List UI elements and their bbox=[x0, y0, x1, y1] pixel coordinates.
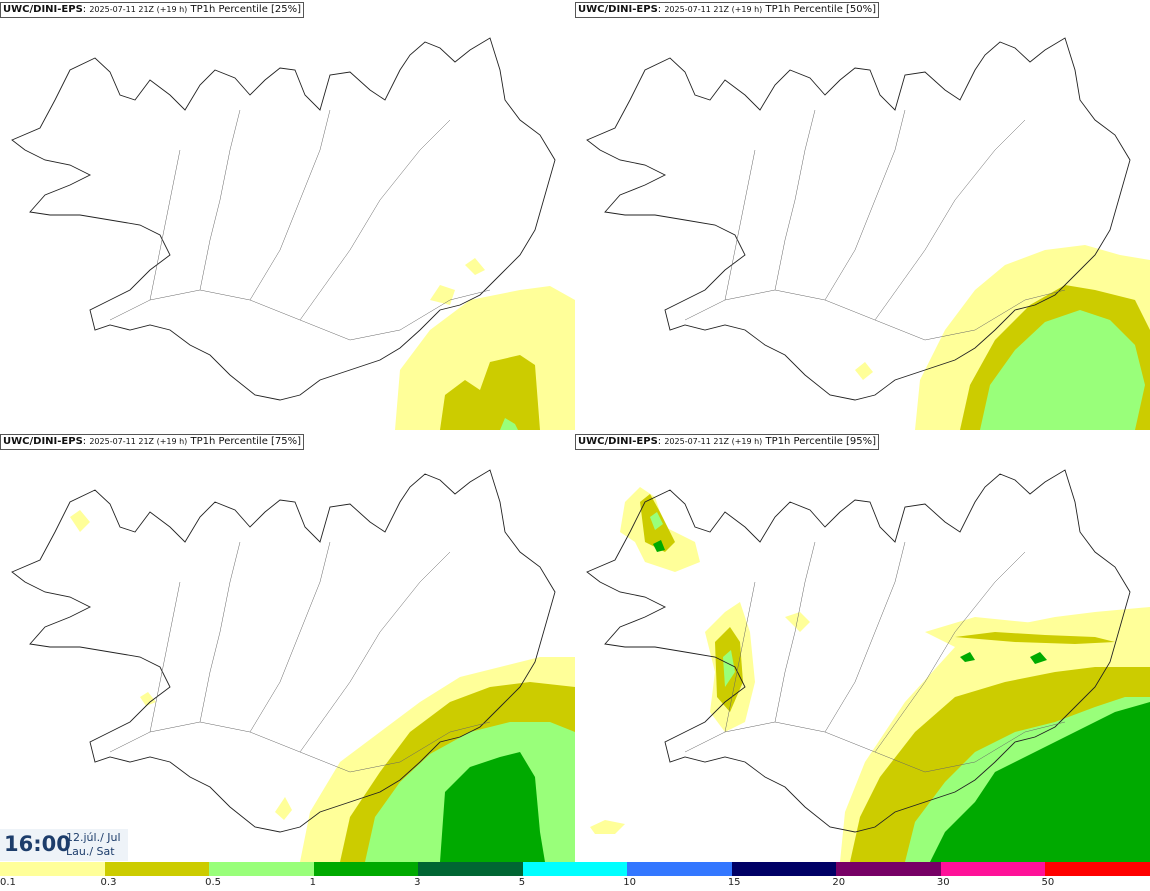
precip-area bbox=[930, 702, 1150, 862]
panel-title: UWC/DINI-EPS: 2025-07-11 21Z (+19 h) TP1… bbox=[575, 2, 880, 18]
legend-tick-label: 50 bbox=[1041, 877, 1055, 888]
legend-color-bin bbox=[627, 862, 733, 876]
legend-color-bin bbox=[104, 862, 211, 876]
legend-tick-label: 10 bbox=[623, 877, 636, 888]
legend-color-bin bbox=[731, 862, 838, 876]
map-panel-p95: UWC/DINI-EPS: 2025-07-11 21Z (+19 h) TP1… bbox=[575, 432, 1150, 862]
map-panel-p25: UWC/DINI-EPS: 2025-07-11 21Z (+19 h) TP1… bbox=[0, 0, 575, 430]
legend-color-bin bbox=[836, 862, 942, 876]
precip-area bbox=[653, 540, 665, 552]
road bbox=[774, 541, 816, 723]
road bbox=[874, 119, 1026, 321]
map-panel-p50: UWC/DINI-EPS: 2025-07-11 21Z (+19 h) TP1… bbox=[575, 0, 1150, 430]
precip-area bbox=[980, 310, 1145, 430]
road bbox=[199, 541, 241, 723]
precip-area bbox=[590, 820, 625, 834]
road bbox=[249, 109, 331, 301]
precip-area bbox=[430, 285, 455, 305]
legend-color-bin bbox=[0, 862, 106, 876]
color-legend: 0.1 0.3 0.5 1 3 5 10 15 20 30 50 bbox=[0, 862, 1150, 891]
valid-date: 12.júl./ Jul bbox=[66, 831, 121, 844]
coastline bbox=[11, 37, 556, 401]
road bbox=[249, 541, 331, 733]
road bbox=[874, 551, 1026, 753]
legend-color-bin bbox=[522, 862, 629, 876]
road bbox=[724, 581, 756, 733]
precip-area bbox=[275, 797, 292, 820]
panel-title: UWC/DINI-EPS: 2025-07-11 21Z (+19 h) TP1… bbox=[0, 434, 305, 450]
precip-area bbox=[70, 510, 90, 532]
coastline bbox=[586, 469, 1131, 833]
road bbox=[824, 109, 906, 301]
coastline bbox=[586, 37, 1131, 401]
road bbox=[149, 149, 181, 301]
road bbox=[299, 119, 451, 321]
legend-tick-label: 0.5 bbox=[205, 877, 221, 888]
road bbox=[774, 109, 816, 291]
legend-color-bin bbox=[313, 862, 420, 876]
precip-area bbox=[723, 650, 735, 687]
precip-map bbox=[586, 37, 1150, 430]
panel-title: UWC/DINI-EPS: 2025-07-11 21Z (+19 h) TP1… bbox=[575, 434, 880, 450]
precip-area bbox=[960, 652, 975, 662]
road bbox=[299, 551, 451, 753]
precip-area bbox=[855, 362, 873, 380]
valid-time: 16:00 bbox=[4, 832, 71, 856]
legend-tick-label: 0.3 bbox=[100, 877, 117, 888]
legend-color-bin bbox=[1045, 862, 1150, 876]
precip-area bbox=[500, 418, 518, 430]
legend-color-bin bbox=[940, 862, 1047, 876]
road bbox=[199, 109, 241, 291]
precip-map bbox=[11, 469, 575, 862]
legend-color-bin bbox=[209, 862, 315, 876]
precip-area bbox=[955, 632, 1115, 644]
legend-tick-label: 30 bbox=[936, 877, 950, 888]
coastline bbox=[11, 469, 556, 833]
legend-tick-label: 3 bbox=[414, 877, 421, 888]
precip-area bbox=[650, 512, 663, 530]
precip-area bbox=[465, 258, 485, 275]
valid-time-box: 16:00 12.júl./ Jul Lau./ Sat bbox=[0, 829, 128, 861]
precip-area bbox=[785, 612, 810, 632]
legend-tick-label: 15 bbox=[727, 877, 741, 888]
map-panel-p75: UWC/DINI-EPS: 2025-07-11 21Z (+19 h) TP1… bbox=[0, 432, 575, 862]
precip-map bbox=[11, 37, 575, 430]
valid-day: Lau./ Sat bbox=[66, 845, 115, 858]
legend-tick-label: 20 bbox=[832, 877, 846, 888]
precip-area bbox=[440, 355, 540, 430]
legend-tick-label: 0.1 bbox=[0, 877, 16, 888]
precip-area bbox=[440, 752, 545, 862]
precip-area bbox=[140, 692, 156, 706]
precip-map bbox=[586, 469, 1150, 862]
legend-tick-label: 1 bbox=[309, 877, 316, 888]
legend-color-bin bbox=[418, 862, 524, 876]
panel-title: UWC/DINI-EPS: 2025-07-11 21Z (+19 h) TP1… bbox=[0, 2, 305, 18]
road bbox=[149, 581, 181, 733]
road bbox=[724, 149, 756, 301]
road bbox=[824, 541, 906, 733]
legend-tick-label: 5 bbox=[518, 877, 526, 888]
precip-area bbox=[1030, 652, 1047, 664]
